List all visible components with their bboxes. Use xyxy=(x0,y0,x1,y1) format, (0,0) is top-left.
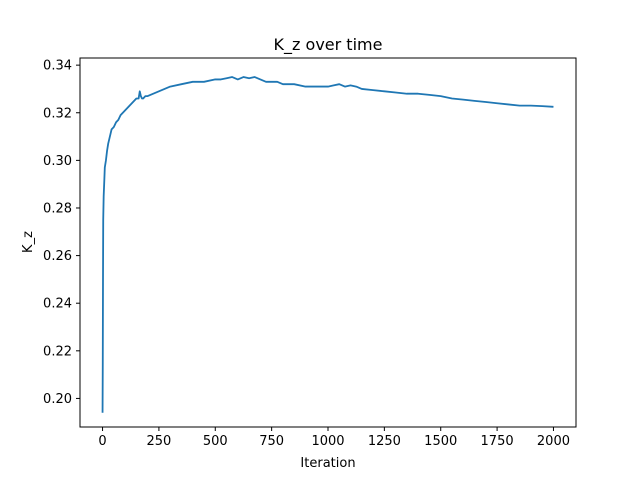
y-tick-label: 0.24 xyxy=(43,297,72,312)
y-tick-label: 0.26 xyxy=(43,249,72,264)
y-tick-label: 0.32 xyxy=(43,106,72,121)
y-axis-label: K_z xyxy=(21,231,36,253)
y-tick-label: 0.22 xyxy=(43,344,72,359)
y-axis-ticks: 0.20 0.22 0.24 0.26 0.28 0.30 0.32 0.34 xyxy=(43,59,80,407)
y-tick-label: 0.30 xyxy=(43,154,72,169)
x-axis-ticks: 0 250 500 750 1000 1250 1500 1750 2000 xyxy=(98,427,570,449)
y-tick-label: 0.34 xyxy=(43,59,72,74)
x-tick-label: 1750 xyxy=(481,434,514,449)
x-tick-label: 1500 xyxy=(424,434,457,449)
x-tick-label: 750 xyxy=(259,434,284,449)
series-layer xyxy=(101,76,554,413)
chart-title: K_z over time xyxy=(274,35,383,55)
x-tick-label: 2000 xyxy=(537,434,570,449)
x-tick-label: 0 xyxy=(98,434,106,449)
plot-frame xyxy=(79,57,577,428)
y-tick-label: 0.28 xyxy=(43,201,72,216)
x-tick-label: 250 xyxy=(146,434,171,449)
x-axis-label: Iteration xyxy=(300,456,355,471)
y-tick-label: 0.20 xyxy=(43,392,72,407)
x-tick-label: 1000 xyxy=(311,434,344,449)
x-tick-label: 1250 xyxy=(368,434,401,449)
x-tick-label: 500 xyxy=(203,434,228,449)
series-line xyxy=(101,76,554,413)
